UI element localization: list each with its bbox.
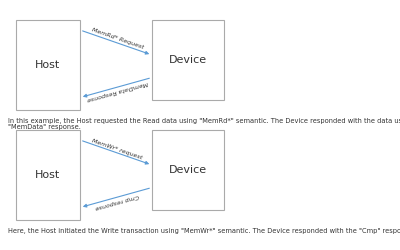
Text: In this example, the Host requested the Read data using "MemRd*" semantic. The D: In this example, the Host requested the …: [8, 118, 400, 130]
Text: Device: Device: [169, 165, 207, 175]
Text: MemData Response: MemData Response: [86, 80, 148, 102]
Text: Host: Host: [35, 170, 61, 180]
Bar: [16, 130, 80, 220]
Bar: [152, 130, 224, 210]
Text: MemRd* Request: MemRd* Request: [90, 28, 144, 50]
Text: Here, the Host initiated the Write transaction using "MemWr*" semantic. The Devi: Here, the Host initiated the Write trans…: [8, 228, 400, 234]
Bar: [16, 20, 80, 110]
Text: MemWr* request: MemWr* request: [91, 138, 143, 160]
Text: Device: Device: [169, 55, 207, 65]
Bar: [152, 20, 224, 100]
Text: Host: Host: [35, 60, 61, 70]
Text: Cmp response: Cmp response: [94, 192, 140, 210]
